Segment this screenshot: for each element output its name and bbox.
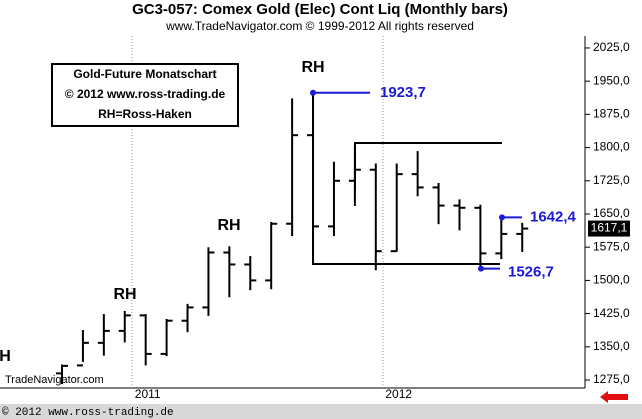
y-tick-label: 1650,0 — [593, 206, 630, 220]
y-tick-label: 2025,0 — [593, 40, 630, 54]
y-tick-label: 1575,0 — [593, 239, 630, 253]
annotation-label: 1642,4 — [530, 208, 577, 225]
watermark: TradeNavigator.com — [5, 374, 104, 386]
y-tick-label: 1725,0 — [593, 173, 630, 187]
y-tick-label: 1950,0 — [593, 73, 630, 87]
y-tick-label: 1350,0 — [593, 339, 630, 353]
last-price-box — [588, 220, 630, 237]
legend-text: © 2012 www.ross-trading.de — [65, 87, 226, 101]
annotation-dot — [499, 214, 505, 221]
annotation-dot — [310, 89, 316, 96]
chart-title: GC3-057: Comex Gold (Elec) Cont Liq (Mon… — [132, 1, 508, 18]
rh-marker: RH — [301, 59, 324, 76]
legend-text: Gold-Future Monatschart — [73, 67, 216, 81]
rh-marker: RH — [113, 286, 136, 303]
footer-text: © 2012 www.ross-trading.de — [2, 407, 174, 419]
y-tick-label: 1875,0 — [593, 107, 630, 121]
rh-marker: H — [0, 348, 11, 365]
legend-text: RH=Ross-Haken — [98, 107, 192, 121]
last-price-label: 1617,1 — [591, 221, 628, 235]
y-tick-label: 1425,0 — [593, 306, 630, 320]
rh-marker: RH — [217, 217, 240, 234]
footer-bar — [0, 404, 642, 419]
annotation-dot — [478, 265, 484, 272]
chart-subtitle: www.TradeNavigator.com © 1999-2012 All r… — [165, 19, 474, 33]
y-tick-label: 1275,0 — [593, 372, 630, 386]
y-tick-label: 1800,0 — [593, 140, 630, 154]
legend-box — [51, 63, 239, 127]
scroll-arrow[interactable] — [600, 391, 628, 403]
x-tick-label: 2011 — [135, 387, 161, 401]
annotation-label: 1526,7 — [508, 264, 554, 281]
x-tick-label: 2012 — [385, 387, 412, 401]
y-tick-label: 1500,0 — [593, 273, 630, 287]
annotation-label: 1923,7 — [380, 84, 426, 101]
